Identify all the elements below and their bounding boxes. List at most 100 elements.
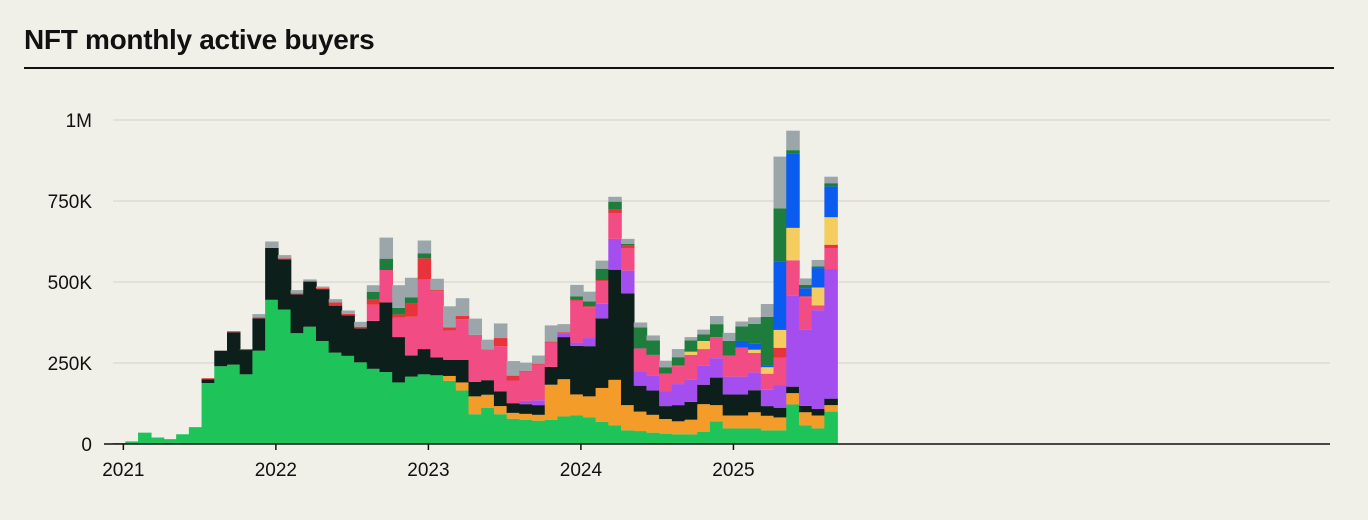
bar-segment bbox=[811, 428, 826, 444]
bar-segment bbox=[608, 379, 622, 426]
bar-segment bbox=[786, 393, 800, 405]
bar-segment bbox=[417, 253, 432, 259]
bar-segment bbox=[735, 428, 749, 444]
bar-segment bbox=[722, 340, 737, 356]
bar-segment bbox=[722, 428, 737, 444]
bar-segment bbox=[379, 372, 394, 444]
bar-segment bbox=[646, 432, 660, 444]
bar-segment bbox=[379, 302, 394, 373]
bar-segment bbox=[252, 314, 266, 318]
bar-segment bbox=[646, 354, 660, 376]
bar-segment bbox=[354, 362, 368, 444]
bar-segment bbox=[824, 269, 838, 399]
bar-segment bbox=[252, 350, 266, 444]
bar-segment bbox=[824, 247, 838, 270]
bar-segment bbox=[227, 331, 241, 333]
bar-segment bbox=[290, 294, 305, 334]
bar-segment bbox=[760, 365, 775, 368]
bar-segment bbox=[493, 406, 508, 415]
bar-segment bbox=[455, 390, 470, 444]
bar-segment bbox=[557, 416, 571, 444]
bar-segment bbox=[532, 414, 546, 421]
bar-segment bbox=[303, 326, 317, 444]
bar-segment bbox=[404, 376, 419, 444]
bar-segment bbox=[582, 307, 597, 339]
bar-segment bbox=[735, 347, 749, 377]
bar-segment bbox=[201, 379, 216, 384]
bar-segment bbox=[748, 352, 762, 373]
bar-segment bbox=[684, 351, 699, 355]
bar-segment bbox=[735, 321, 749, 327]
bar-segment bbox=[760, 304, 775, 317]
bar-segment bbox=[811, 268, 826, 288]
bar-segment bbox=[455, 316, 470, 320]
bar-segment bbox=[824, 217, 838, 245]
bar-segment bbox=[430, 357, 444, 376]
bar-segment bbox=[443, 380, 457, 444]
bar-segment bbox=[570, 342, 584, 346]
bar-segment bbox=[227, 364, 241, 444]
bar-segment bbox=[150, 437, 165, 444]
bar-segment bbox=[595, 387, 610, 422]
bar-segment bbox=[570, 345, 584, 395]
bar-segment bbox=[417, 240, 432, 254]
bar-segment bbox=[481, 394, 495, 408]
bar-segment bbox=[430, 290, 444, 292]
bar-segment bbox=[303, 282, 317, 327]
bar-segment bbox=[506, 375, 521, 381]
bar-segment bbox=[290, 293, 305, 295]
bar-segment bbox=[671, 421, 686, 435]
bar-segment bbox=[532, 363, 546, 365]
x-tick-label: 2023 bbox=[407, 460, 449, 481]
bar-segment bbox=[798, 296, 813, 298]
bar-segment bbox=[659, 373, 673, 392]
bar-segment bbox=[544, 325, 559, 342]
bar-segment bbox=[824, 398, 838, 406]
bar-segment bbox=[493, 338, 508, 347]
bar-segment bbox=[570, 394, 584, 416]
bar-segment bbox=[532, 420, 546, 444]
bar-segment bbox=[519, 419, 533, 444]
bar-segment bbox=[277, 255, 292, 259]
bar-segment bbox=[786, 227, 800, 261]
bar-segment bbox=[811, 305, 826, 311]
bar-segment bbox=[506, 403, 521, 413]
bar-segment bbox=[506, 418, 521, 444]
bar-segment bbox=[404, 303, 419, 317]
bar-segment bbox=[544, 384, 559, 420]
bar-segment bbox=[544, 366, 559, 385]
bar-segment bbox=[697, 340, 711, 350]
bar-segment bbox=[481, 407, 495, 444]
bar-segment bbox=[798, 329, 813, 406]
bar-segment bbox=[392, 337, 406, 383]
bar-segment bbox=[722, 394, 737, 416]
bar-segment bbox=[557, 324, 571, 333]
bar-segment bbox=[582, 301, 597, 307]
bar-segment bbox=[239, 349, 254, 351]
bar-segment bbox=[392, 382, 406, 444]
bar-segment bbox=[277, 258, 292, 260]
title-underline bbox=[24, 67, 1334, 69]
bar-segment bbox=[354, 328, 368, 363]
bar-segment bbox=[468, 381, 482, 397]
bar-segment bbox=[443, 306, 457, 328]
bar-segment bbox=[290, 290, 305, 294]
bar-segment bbox=[532, 355, 546, 364]
bar-segment bbox=[735, 340, 749, 348]
bar-segment bbox=[811, 310, 826, 410]
bar-segment bbox=[760, 316, 775, 366]
bar-segment bbox=[544, 342, 559, 367]
bar-segment bbox=[608, 425, 622, 444]
bar-segment bbox=[595, 260, 610, 269]
bar-segment bbox=[621, 270, 635, 294]
bar-segment bbox=[697, 384, 711, 405]
bar-segment bbox=[557, 333, 571, 338]
bar-segment bbox=[481, 380, 495, 395]
bar-segment bbox=[684, 337, 699, 341]
bar-segment bbox=[163, 439, 177, 444]
bar-segment bbox=[633, 371, 648, 386]
bar-segment bbox=[582, 291, 597, 302]
bar-segment bbox=[430, 278, 444, 291]
bar-segment bbox=[404, 277, 419, 298]
